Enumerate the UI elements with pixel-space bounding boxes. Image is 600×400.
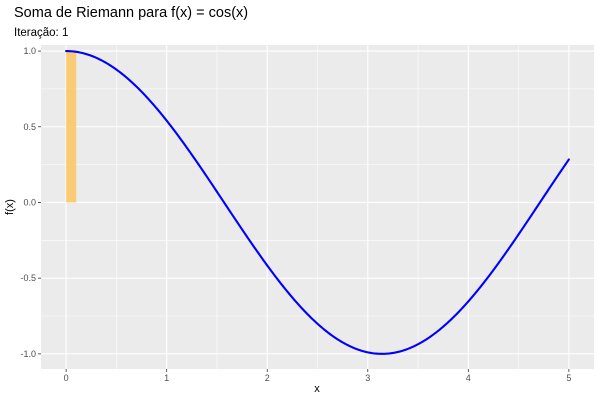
x-tick-label: 2 [265, 373, 270, 383]
y-axis-title: f(x) [4, 199, 16, 215]
x-tick-label: 1 [164, 373, 169, 383]
y-tick-label: 1.0 [23, 46, 36, 56]
y-tick-label: 0.5 [23, 122, 36, 132]
function-curve-layer [65, 50, 570, 355]
y-tick-label: -0.5 [20, 273, 36, 283]
y-tick-label: -1.0 [20, 349, 36, 359]
grid-lines [41, 45, 594, 369]
x-tick-label: 5 [566, 373, 571, 383]
x-axis-title: x [314, 383, 320, 395]
riemann-rectangle [66, 51, 77, 203]
x-tick-label: 0 [64, 373, 69, 383]
riemann-rectangles [66, 51, 77, 203]
chart-title: Soma de Riemann para f(x) = cos(x) [14, 5, 248, 21]
axis-ticks: 0 1 2 3 4 5 -1.0 -0.5 0.0 0.5 1.0 [20, 46, 571, 383]
x-tick-label: 3 [365, 373, 370, 383]
cos-function-line [65, 50, 570, 355]
chart-subtitle: Iteração: 1 [14, 27, 68, 39]
x-tick-label: 4 [466, 373, 471, 383]
y-tick-label: 0.0 [23, 197, 36, 207]
